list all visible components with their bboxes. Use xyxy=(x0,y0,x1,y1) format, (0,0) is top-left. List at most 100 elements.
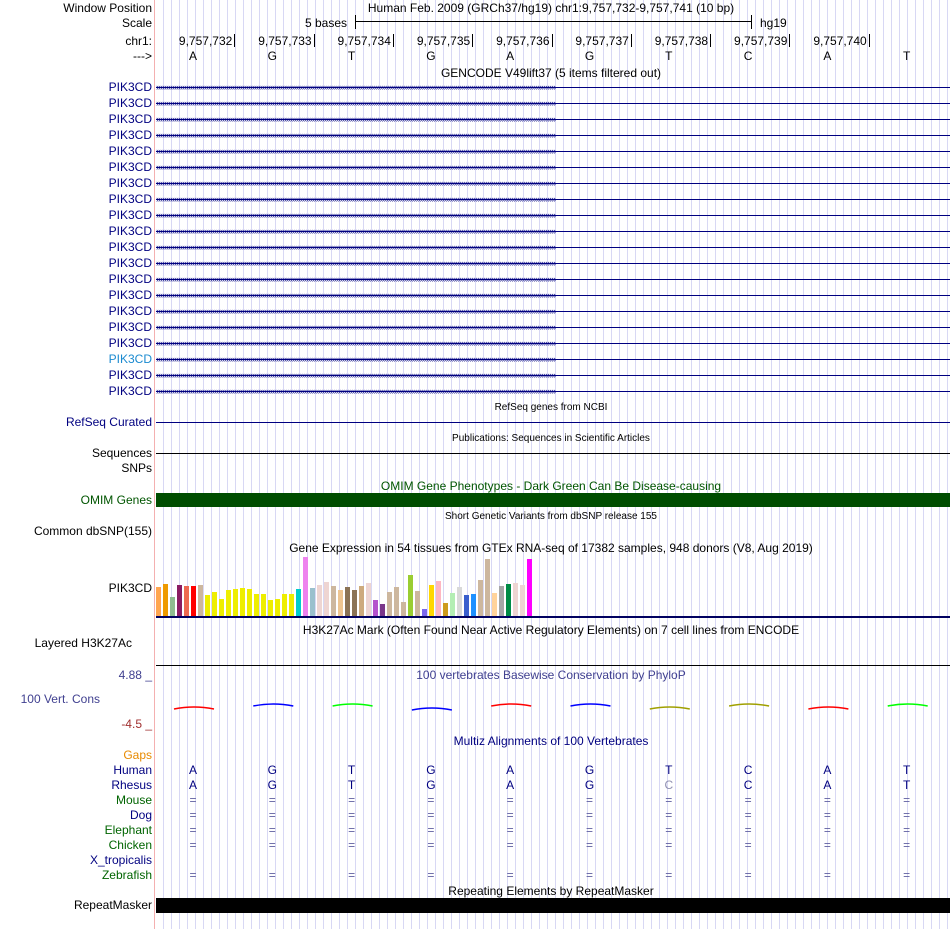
species-label[interactable]: X_tropicalis xyxy=(89,853,152,867)
gene-track-row[interactable]: ››››››››››››››››››››››››››››››››››››››››… xyxy=(156,338,950,348)
gtex-bar[interactable] xyxy=(443,603,448,616)
gene-track-row[interactable]: ››››››››››››››››››››››››››››››››››››››››… xyxy=(156,178,950,188)
gene-track-row[interactable]: ››››››››››››››››››››››››››››››››››››››››… xyxy=(156,210,950,220)
gtex-bar[interactable] xyxy=(408,575,413,616)
gene-track-row[interactable]: ››››››››››››››››››››››››››››››››››››››››… xyxy=(156,226,950,236)
gene-track-row[interactable]: ››››››››››››››››››››››››››››››››››››››››… xyxy=(156,290,950,300)
gtex-bar[interactable] xyxy=(282,594,287,616)
gtex-bar[interactable] xyxy=(457,587,462,616)
gene-track-row[interactable]: ››››››››››››››››››››››››››››››››››››››››… xyxy=(156,146,950,156)
repeatmasker-bar[interactable] xyxy=(156,898,950,913)
gene-track-row[interactable]: ››››››››››››››››››››››››››››››››››››››››… xyxy=(156,98,950,108)
gtex-bar[interactable] xyxy=(331,586,336,616)
gtex-bar[interactable] xyxy=(513,583,518,616)
gene-label[interactable]: PIK3CD xyxy=(108,288,152,302)
gene-label[interactable]: PIK3CD xyxy=(108,384,152,398)
gtex-bar[interactable] xyxy=(492,593,497,616)
h3k27ac-label[interactable]: Layered H3K27Ac xyxy=(34,636,132,650)
gtex-bar[interactable] xyxy=(324,582,329,616)
species-label[interactable]: Chicken xyxy=(108,838,152,852)
gtex-bar[interactable] xyxy=(499,586,504,616)
gene-label[interactable]: PIK3CD xyxy=(108,128,152,142)
gtex-bar[interactable] xyxy=(394,587,399,616)
gene-label[interactable]: PIK3CD xyxy=(108,320,152,334)
gene-label[interactable]: PIK3CD xyxy=(108,368,152,382)
gene-track-row[interactable]: ››››››››››››››››››››››››››››››››››››››››… xyxy=(156,258,950,268)
gtex-bar[interactable] xyxy=(520,585,525,616)
gtex-bar[interactable] xyxy=(170,597,175,616)
species-label[interactable]: Zebrafish xyxy=(101,868,152,882)
gtex-bar[interactable] xyxy=(359,586,364,616)
gene-label[interactable]: PIK3CD xyxy=(108,144,152,158)
gene-label[interactable]: PIK3CD xyxy=(108,112,152,126)
gtex-bar[interactable] xyxy=(317,585,322,616)
gtex-bar[interactable] xyxy=(289,594,294,616)
species-label[interactable]: Dog xyxy=(129,808,152,822)
phylop-label[interactable]: 100 Vert. Cons xyxy=(20,692,100,706)
gtex-bar[interactable] xyxy=(184,586,189,616)
gtex-bar[interactable] xyxy=(506,584,511,616)
gtex-bar[interactable] xyxy=(352,590,357,616)
gene-label[interactable]: PIK3CD xyxy=(108,352,152,366)
repeatmasker-label[interactable]: RepeatMasker xyxy=(73,898,152,912)
gtex-bar[interactable] xyxy=(387,592,392,616)
gtex-bar[interactable] xyxy=(219,599,224,616)
species-label[interactable]: Human xyxy=(113,763,152,777)
refseq-label[interactable]: RefSeq Curated xyxy=(65,415,152,429)
gtex-chart[interactable] xyxy=(156,556,536,616)
gtex-bar[interactable] xyxy=(177,585,182,616)
gene-label[interactable]: PIK3CD xyxy=(108,192,152,206)
gtex-bar[interactable] xyxy=(254,594,259,616)
species-label[interactable]: Mouse xyxy=(115,793,152,807)
gene-label[interactable]: PIK3CD xyxy=(108,304,152,318)
gene-track-row[interactable]: ››››››››››››››››››››››››››››››››››››››››… xyxy=(156,322,950,332)
gene-track-row[interactable]: ››››››››››››››››››››››››››››››››››››››››… xyxy=(156,194,950,204)
gtex-bar[interactable] xyxy=(415,591,420,616)
gtex-bar[interactable] xyxy=(485,559,490,616)
omim-label[interactable]: OMIM Genes xyxy=(80,493,152,507)
gene-label[interactable]: PIK3CD xyxy=(108,240,152,254)
gtex-bar[interactable] xyxy=(338,590,343,616)
gtex-bar[interactable] xyxy=(296,589,301,616)
gene-track-row[interactable]: ››››››››››››››››››››››››››››››››››››››››… xyxy=(156,370,950,380)
gene-label[interactable]: PIK3CD xyxy=(108,96,152,110)
gtex-bar[interactable] xyxy=(233,589,238,616)
gene-track-row[interactable]: ››››››››››››››››››››››››››››››››››››››››… xyxy=(156,114,950,124)
gtex-bar[interactable] xyxy=(247,589,252,616)
dbsnp-label[interactable]: Common dbSNP(155) xyxy=(33,524,152,538)
gtex-bar[interactable] xyxy=(205,595,210,616)
gene-track-row[interactable]: ››››››››››››››››››››››››››››››››››››››››… xyxy=(156,386,950,396)
gene-label[interactable]: PIK3CD xyxy=(108,224,152,238)
gtex-bar[interactable] xyxy=(226,590,231,616)
gtex-bar[interactable] xyxy=(261,594,266,616)
gtex-bar[interactable] xyxy=(310,588,315,616)
species-label[interactable]: Elephant xyxy=(104,823,152,837)
gtex-bar[interactable] xyxy=(366,583,371,616)
gtex-bar[interactable] xyxy=(275,599,280,616)
gtex-bar[interactable] xyxy=(156,587,161,616)
gtex-bar[interactable] xyxy=(422,609,427,616)
gene-label[interactable]: PIK3CD xyxy=(108,80,152,94)
gene-label[interactable]: PIK3CD xyxy=(108,176,152,190)
gtex-bar[interactable] xyxy=(373,600,378,616)
gtex-bar[interactable] xyxy=(212,592,217,616)
gaps-label[interactable]: Gaps xyxy=(123,748,152,762)
publications-label[interactable]: Sequences xyxy=(91,446,152,460)
gtex-bar[interactable] xyxy=(429,585,434,616)
gtex-bar[interactable] xyxy=(464,595,469,616)
gene-track-row[interactable]: ››››››››››››››››››››››››››››››››››››››››… xyxy=(156,242,950,252)
gtex-bar[interactable] xyxy=(198,585,203,616)
gene-track-row[interactable]: ››››››››››››››››››››››››››››››››››››››››… xyxy=(156,306,950,316)
gtex-bar[interactable] xyxy=(436,581,441,616)
gtex-bar[interactable] xyxy=(240,588,245,616)
gene-label[interactable]: PIK3CD xyxy=(108,160,152,174)
snps-label[interactable]: SNPs xyxy=(121,461,152,475)
gene-track-row[interactable]: ››››››››››››››››››››››››››››››››››››››››… xyxy=(156,274,950,284)
gtex-bar[interactable] xyxy=(478,580,483,616)
gtex-bar[interactable] xyxy=(401,602,406,616)
gtex-bar[interactable] xyxy=(471,594,476,616)
gene-track-row[interactable]: ››››››››››››››››››››››››››››››››››››››››… xyxy=(156,162,950,172)
gtex-bar[interactable] xyxy=(303,557,308,616)
gene-track-row[interactable]: ››››››››››››››››››››››››››››››››››››››››… xyxy=(156,354,950,364)
gene-track-row[interactable]: ››››››››››››››››››››››››››››››››››››››››… xyxy=(156,82,950,92)
